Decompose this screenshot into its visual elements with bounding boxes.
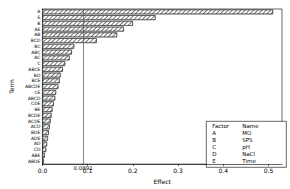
svg-text:BCD: BCD	[31, 38, 41, 43]
svg-text:ABE: ABE	[31, 153, 40, 158]
svg-text:A: A	[212, 130, 216, 136]
svg-text:E: E	[38, 15, 41, 20]
svg-text:ABDE: ABDE	[28, 159, 41, 164]
svg-text:Name: Name	[242, 123, 259, 129]
svg-text:B: B	[212, 137, 216, 143]
svg-text:Effect: Effect	[154, 178, 172, 185]
svg-text:BCDE: BCDE	[28, 113, 41, 118]
svg-text:pH: pH	[242, 144, 250, 151]
svg-text:BDE: BDE	[31, 130, 41, 135]
svg-text:AC: AC	[34, 55, 40, 60]
svg-text:ABCE: ABCE	[28, 67, 40, 72]
svg-text:0.5: 0.5	[264, 167, 274, 174]
svg-text:ABCDE: ABCDE	[25, 84, 41, 89]
svg-text:C: C	[37, 61, 40, 66]
svg-text:AD: AD	[34, 141, 41, 146]
svg-text:Time: Time	[241, 158, 256, 164]
svg-text:ABC: ABC	[31, 50, 40, 55]
svg-text:0.2: 0.2	[128, 167, 138, 174]
svg-text:C: C	[212, 144, 216, 150]
svg-text:B: B	[37, 21, 40, 26]
svg-text:BC: BC	[34, 44, 40, 49]
svg-text:AE: AE	[35, 27, 41, 32]
svg-text:SPS: SPS	[242, 137, 253, 143]
svg-text:CE: CE	[34, 90, 40, 95]
svg-text:NaCl: NaCl	[242, 151, 255, 157]
svg-text:ABCD: ABCD	[28, 96, 41, 101]
svg-text:0.0891: 0.0891	[73, 165, 92, 171]
svg-text:D: D	[212, 151, 216, 157]
svg-text:BCE: BCE	[31, 78, 40, 83]
svg-text:0.4: 0.4	[218, 167, 228, 174]
svg-text:E: E	[212, 158, 216, 164]
svg-text:Term: Term	[8, 79, 15, 95]
svg-text:ACD: ACD	[31, 124, 41, 129]
svg-text:BD: BD	[34, 73, 41, 78]
svg-text:CDE: CDE	[31, 101, 41, 106]
svg-text:Factor: Factor	[212, 123, 230, 129]
svg-text:0.3: 0.3	[173, 167, 183, 174]
svg-text:CD: CD	[34, 147, 41, 152]
svg-text:ADE: ADE	[31, 136, 41, 141]
svg-text:0.0: 0.0	[38, 167, 48, 174]
svg-text:ACDE: ACDE	[28, 119, 41, 124]
svg-text:BE: BE	[34, 107, 40, 112]
svg-text:A: A	[37, 9, 41, 14]
svg-text:MO: MO	[242, 130, 252, 136]
svg-text:AB: AB	[34, 32, 40, 37]
